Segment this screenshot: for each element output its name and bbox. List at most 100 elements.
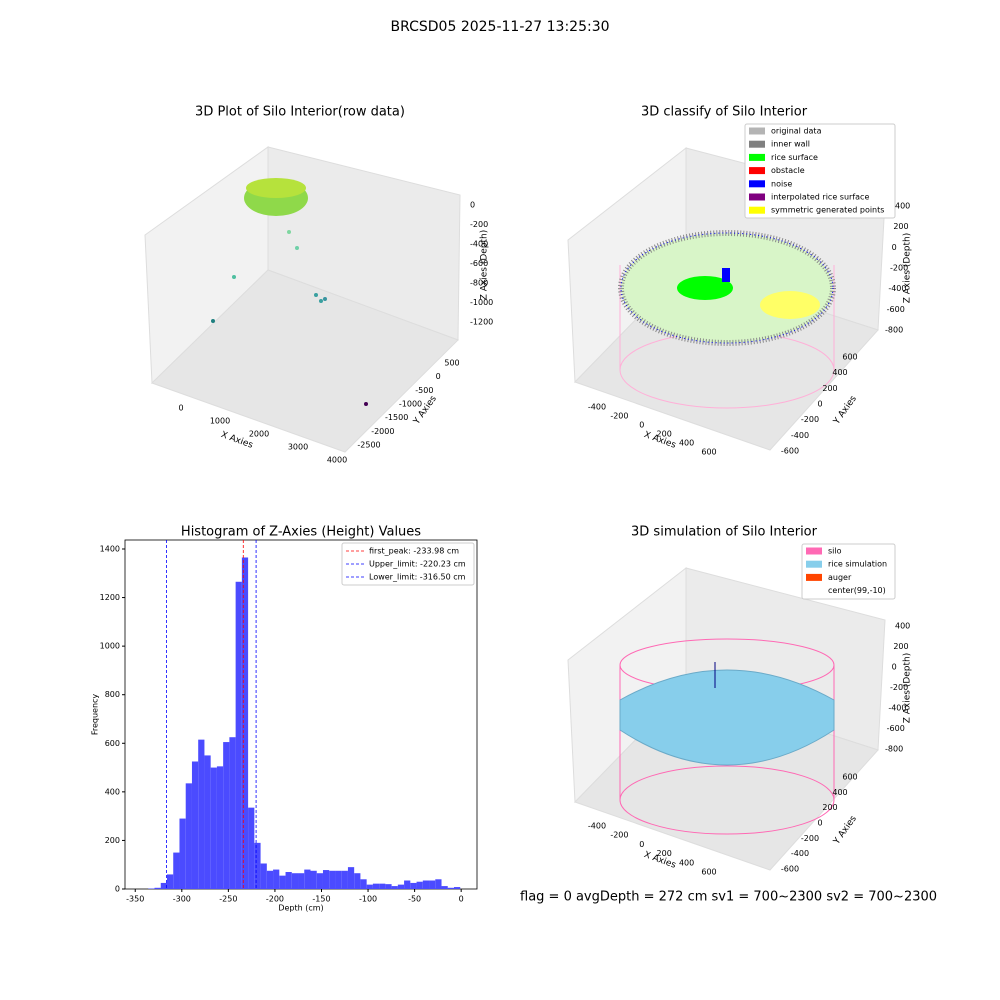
y-axis-label: Frequency	[91, 694, 100, 736]
z-tick-label: -600	[887, 305, 905, 314]
pane	[151, 269, 459, 453]
chart-title: 3D Plot of Silo Interior(row data)	[195, 105, 405, 120]
bar	[266, 870, 274, 889]
bar	[185, 783, 192, 889]
x-tick-label: -250	[219, 895, 237, 904]
legend-box	[744, 123, 896, 219]
bar	[254, 842, 261, 889]
bar	[379, 883, 386, 889]
bar	[422, 880, 430, 889]
legend-label: center(99,-10)	[828, 586, 886, 595]
bar	[310, 870, 317, 889]
chart-title: 3D classify of Silo Interior	[641, 105, 808, 120]
point	[211, 319, 215, 323]
y-tick-label: 400	[832, 368, 847, 377]
legend-swatch	[749, 140, 765, 148]
y-tick-label: 600	[842, 353, 857, 362]
bar	[385, 884, 392, 889]
legend-box	[801, 543, 896, 600]
bar	[198, 739, 205, 889]
z-tick-label: -200	[470, 220, 488, 229]
point	[287, 230, 291, 234]
bar	[291, 873, 299, 889]
y-tick-label: 1400	[100, 544, 120, 553]
z-tick-label: -200	[890, 683, 908, 692]
z-tick-label: -600	[887, 724, 905, 733]
legend-swatch	[749, 193, 765, 201]
x-tick-label: 0	[459, 895, 464, 904]
bar	[241, 557, 249, 889]
z-tick-label: 200	[893, 222, 908, 231]
y-tick-label: 600	[842, 773, 857, 782]
x-tick-label: -200	[610, 412, 628, 421]
bar	[391, 886, 398, 889]
y-tick-label: -500	[415, 386, 433, 395]
y-tick-label: 0	[115, 885, 120, 894]
y-tick-label: 600	[105, 739, 120, 748]
legend-label: rice simulation	[828, 560, 887, 569]
legend-label: symmetric generated points	[771, 206, 884, 215]
z-tick-label: 400	[895, 622, 910, 631]
y-tick-label: 1000	[100, 642, 120, 651]
bar	[260, 863, 267, 889]
x-tick-label: 3000	[288, 443, 308, 452]
x-tick-label: 0	[639, 840, 644, 849]
y-tick-label: -600	[781, 865, 799, 874]
legend-label: inner wall	[771, 140, 810, 149]
rice-surface	[619, 669, 835, 766]
legend	[341, 542, 475, 586]
bar	[316, 873, 323, 889]
x-tick-label: 2000	[249, 430, 269, 439]
point-cloud	[677, 276, 733, 300]
x-tick-label: 600	[701, 448, 716, 457]
bar	[298, 873, 305, 889]
bar	[154, 887, 161, 889]
legend-swatch	[806, 587, 822, 595]
bar	[191, 761, 199, 889]
bar	[223, 742, 230, 889]
bar	[273, 869, 280, 889]
x-tick-label: 600	[701, 868, 716, 877]
bar	[347, 867, 355, 889]
bar	[216, 766, 224, 889]
legend-label: rice surface	[771, 153, 818, 162]
status-footer: flag = 0 avgDepth = 272 cm sv1 = 700~230…	[520, 890, 937, 905]
y-tick-label: -1500	[385, 413, 408, 422]
z-axis-label: Z Axies (Depth)	[480, 230, 490, 301]
bar	[366, 884, 373, 889]
bar	[204, 755, 211, 889]
y-tick-label: 200	[822, 803, 837, 812]
z-tick-label: -1200	[470, 318, 493, 327]
legend-label: first_peak: -233.98 cm	[369, 547, 459, 556]
x-tick-label: -50	[408, 895, 421, 904]
legend-swatch	[749, 167, 765, 175]
legend-label: Upper_limit: -220.23 cm	[369, 560, 466, 569]
y-tick-label: 500	[444, 359, 459, 368]
x-tick-label: -100	[359, 895, 377, 904]
x-tick-label: -400	[588, 403, 606, 412]
bar	[360, 879, 367, 889]
z-tick-label: -400	[470, 240, 488, 249]
bar	[335, 870, 342, 889]
bar	[285, 871, 292, 889]
x-tick-label: -200	[610, 831, 628, 840]
z-axis-label: Z Axies (Depth)	[903, 233, 913, 304]
z-tick-label: 0	[892, 243, 897, 252]
point-cloud	[722, 268, 730, 282]
point-cloud	[620, 232, 834, 344]
point-cloud	[246, 178, 306, 198]
z-tick-label: 400	[895, 202, 910, 211]
point	[314, 293, 318, 297]
y-tick-label: 200	[822, 384, 837, 393]
x-tick-label: 200	[657, 849, 672, 858]
y-tick-label: -200	[801, 834, 819, 843]
point-cloud	[760, 291, 820, 319]
x-tick-label: 400	[679, 439, 694, 448]
y-tick-label: 800	[105, 690, 120, 699]
bar	[404, 880, 411, 889]
z-tick-label: -800	[885, 745, 903, 754]
bar	[229, 737, 236, 889]
z-tick-label: -400	[888, 704, 906, 713]
legend-swatch	[749, 180, 765, 188]
